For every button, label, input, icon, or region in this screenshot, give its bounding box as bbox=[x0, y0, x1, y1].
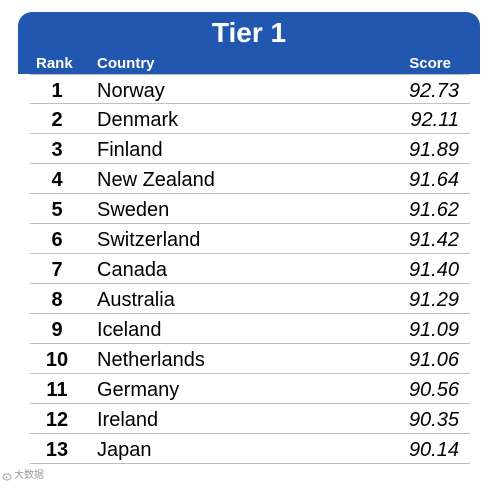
table-row: 13 Japan 90.14 bbox=[30, 434, 470, 464]
rank-cell: 13 bbox=[45, 439, 69, 461]
rank-cell: 2 bbox=[51, 109, 63, 131]
rank-cell: 4 bbox=[51, 169, 63, 191]
rank-cell: 12 bbox=[45, 409, 69, 431]
country-cell: Australia bbox=[97, 289, 175, 311]
score-cell: 91.42 bbox=[408, 229, 459, 251]
country-cell: Netherlands bbox=[97, 349, 205, 371]
table-row: 11 Germany 90.56 bbox=[30, 374, 470, 404]
country-cell: Finland bbox=[97, 139, 163, 161]
rank-cell: 5 bbox=[51, 199, 63, 221]
table-row: 9 Iceland 91.09 bbox=[30, 314, 470, 344]
rank-cell: 11 bbox=[46, 379, 68, 401]
country-cell: New Zealand bbox=[97, 169, 215, 191]
table-row: 4 New Zealand 91.64 bbox=[30, 164, 470, 194]
score-cell: 92.73 bbox=[408, 80, 459, 102]
country-cell: Norway bbox=[97, 80, 165, 102]
country-cell: Switzerland bbox=[97, 229, 201, 251]
country-cell: Iceland bbox=[97, 319, 162, 341]
rank-cell: 7 bbox=[51, 259, 63, 281]
table-row: 6 Switzerland 91.42 bbox=[30, 224, 470, 254]
watermark-text: 大数据 bbox=[14, 470, 44, 481]
weibo-logo-icon bbox=[2, 473, 12, 481]
rank-cell: 8 bbox=[51, 289, 63, 311]
table-row: 2 Denmark 92.11 bbox=[30, 104, 470, 134]
ranking-table-body: 1 Norway 92.73 2 Denmark 92.11 3 Finland… bbox=[30, 74, 470, 464]
table-row: 8 Australia 91.29 bbox=[30, 284, 470, 314]
table-title: Tier 1 bbox=[211, 17, 287, 48]
watermark: 大数据 bbox=[2, 470, 44, 482]
rank-cell: 6 bbox=[51, 229, 63, 251]
table-row: 10 Netherlands 91.06 bbox=[30, 344, 470, 374]
score-cell: 92.11 bbox=[410, 109, 459, 131]
score-cell: 90.56 bbox=[408, 379, 459, 401]
column-header-country: Country bbox=[97, 55, 155, 72]
score-cell: 91.29 bbox=[408, 289, 459, 311]
table-row: 7 Canada 91.40 bbox=[30, 254, 470, 284]
score-cell: 91.64 bbox=[408, 169, 459, 191]
country-cell: Ireland bbox=[97, 409, 159, 431]
score-cell: 91.40 bbox=[408, 259, 459, 281]
table-row: 1 Norway 92.73 bbox=[30, 74, 470, 104]
rank-cell: 3 bbox=[51, 139, 63, 161]
country-cell: Japan bbox=[97, 439, 152, 461]
country-cell: Sweden bbox=[97, 199, 170, 221]
score-cell: 90.14 bbox=[408, 439, 459, 461]
score-cell: 91.89 bbox=[408, 139, 459, 161]
rank-cell: 10 bbox=[45, 349, 69, 371]
column-header-rank: Rank bbox=[36, 55, 73, 72]
column-header-score: Score bbox=[409, 55, 451, 72]
rank-cell: 9 bbox=[51, 319, 63, 341]
country-cell: Canada bbox=[97, 259, 168, 281]
score-cell: 91.06 bbox=[408, 349, 459, 371]
score-cell: 91.09 bbox=[408, 319, 459, 341]
table-row: 5 Sweden 91.62 bbox=[30, 194, 470, 224]
score-cell: 90.35 bbox=[408, 409, 459, 431]
rank-cell: 1 bbox=[51, 80, 63, 102]
table-header: Tier 1 Rank Country Score bbox=[18, 12, 480, 74]
table-row: 3 Finland 91.89 bbox=[30, 134, 470, 164]
country-cell: Germany bbox=[97, 379, 180, 401]
country-cell: Denmark bbox=[97, 109, 179, 131]
score-cell: 91.62 bbox=[408, 199, 459, 221]
table-row: 12 Ireland 90.35 bbox=[30, 404, 470, 434]
